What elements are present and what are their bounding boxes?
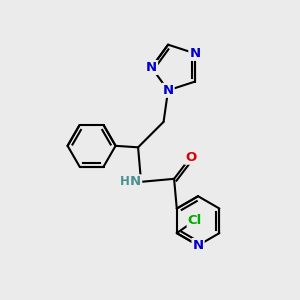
Text: N: N bbox=[189, 47, 200, 60]
Text: N: N bbox=[193, 239, 204, 252]
Text: O: O bbox=[185, 151, 196, 164]
Text: N: N bbox=[163, 84, 174, 97]
Text: Cl: Cl bbox=[188, 214, 202, 227]
Text: N: N bbox=[146, 61, 157, 74]
Text: N: N bbox=[130, 175, 141, 188]
Text: H: H bbox=[120, 175, 130, 188]
